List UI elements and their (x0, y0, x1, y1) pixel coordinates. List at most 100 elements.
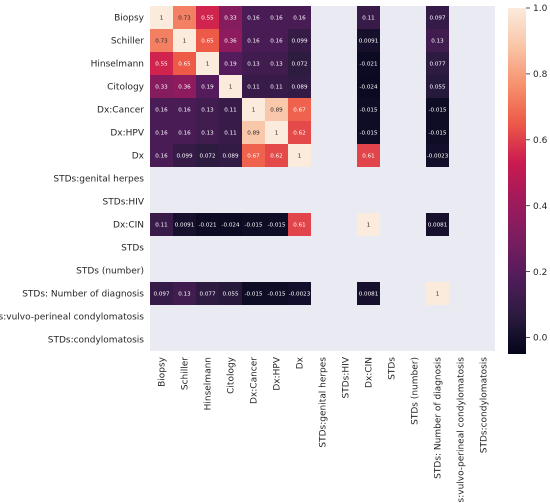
heatmap-cell (219, 6, 242, 29)
heatmap-cell (219, 282, 242, 305)
heatmap-cell (265, 213, 288, 236)
y-tick-label: Biopsy (114, 14, 145, 24)
heatmap-cell (357, 144, 380, 167)
cell-value-label: 1 (229, 85, 233, 91)
heatmap-cell (242, 98, 265, 121)
x-tick-label: STDs:condylomatosis (480, 357, 490, 454)
cell-value-label: 1 (436, 292, 440, 298)
heatmap-cell (196, 29, 219, 52)
cell-value-label: 0.0081 (359, 292, 379, 298)
heatmap-cell (357, 282, 380, 305)
cell-value-label: 0.62 (270, 154, 282, 160)
cell-value-label: 0.0091 (175, 223, 195, 229)
heatmap-cell (150, 75, 173, 98)
cell-value-label: 0.077 (199, 292, 215, 298)
cell-value-label: 0.16 (155, 154, 168, 160)
cell-value-label: -0.015 (359, 131, 377, 137)
cell-value-label: 0.13 (247, 62, 260, 68)
cell-value-label: 0.33 (155, 85, 168, 91)
heatmap-cell (196, 144, 219, 167)
heatmap-cell (288, 75, 311, 98)
cell-value-label: 0.65 (201, 39, 214, 45)
y-tick-label: Dx:CIN (113, 221, 144, 231)
colorbar-tick-label: 0.4 (533, 202, 548, 212)
heatmap-cell (265, 121, 288, 144)
y-tick-label: STDs:condylomatosis (48, 336, 145, 346)
heatmap-cell (242, 121, 265, 144)
y-tick-label: STDs:vulvo-perineal condylomatosis (0, 313, 144, 323)
cell-value-label: 0.16 (247, 16, 260, 22)
cell-value-label: 0.11 (224, 131, 237, 137)
cell-value-label: 0.089 (291, 85, 307, 91)
cell-value-label: -0.015 (267, 223, 285, 229)
cell-value-label: 0.097 (429, 16, 445, 22)
heatmap-cell (150, 121, 173, 144)
heatmap-cell (242, 52, 265, 75)
cell-value-label: 1 (206, 62, 210, 68)
heatmap-cell (173, 121, 196, 144)
heatmap-cell (265, 282, 288, 305)
cell-value-label: 0.33 (224, 16, 237, 22)
heatmap-cell (242, 6, 265, 29)
cell-value-label: -0.015 (244, 223, 262, 229)
heatmap-cell (173, 144, 196, 167)
x-tick-label: Dx:HPV (273, 356, 283, 390)
heatmap-cell (265, 52, 288, 75)
heatmap-cell (219, 144, 242, 167)
cell-value-label: 1 (160, 16, 164, 22)
heatmap-cell (150, 52, 173, 75)
cell-value-label: 0.61 (293, 223, 306, 229)
heatmap-cell (265, 6, 288, 29)
heatmap-cell (173, 282, 196, 305)
heatmap-cell (357, 52, 380, 75)
heatmap-cell (219, 121, 242, 144)
heatmap-cell (288, 52, 311, 75)
heatmap-cell (265, 144, 288, 167)
heatmap-cell (265, 75, 288, 98)
heatmap-cell (357, 29, 380, 52)
heatmap-cell (219, 75, 242, 98)
colorbar (508, 8, 526, 354)
cell-value-label: 0.16 (270, 16, 283, 22)
cell-value-label: -0.021 (198, 223, 216, 229)
heatmap-cell (288, 98, 311, 121)
cell-value-label: 0.55 (201, 16, 214, 22)
cell-value-label: 0.099 (291, 39, 307, 45)
cell-value-label: 0.072 (199, 154, 215, 160)
heatmap-cell (196, 282, 219, 305)
cell-value-label: 1 (252, 108, 256, 114)
cell-value-label: -0.024 (221, 223, 239, 229)
heatmap-cell (265, 29, 288, 52)
x-tick-label: STDs (388, 357, 398, 380)
cell-value-label: 1 (183, 39, 187, 45)
x-axis-tick-labels: Biopsy Schiller Hinselmann Citology Dx:Cance… (158, 356, 490, 503)
cell-value-label: 0.16 (178, 108, 191, 114)
heatmap-cell (357, 98, 380, 121)
heatmap-cell (242, 29, 265, 52)
heatmap-cell (288, 6, 311, 29)
heatmap-cell (265, 98, 288, 121)
y-axis-tick-labels: Biopsy Schiller Hinselmann Citology Dx:Cance… (0, 14, 145, 346)
y-tick-label: STDs (number) (76, 267, 144, 277)
cell-value-label: 0.16 (293, 16, 306, 22)
x-tick-label: Schiller (181, 357, 191, 390)
heatmap-cell (426, 52, 449, 75)
cell-value-label: 0.67 (293, 108, 306, 114)
heatmap-cell (357, 75, 380, 98)
heatmap-cell (219, 98, 242, 121)
heatmap-cell (357, 6, 380, 29)
cell-value-label: 0.73 (155, 39, 168, 45)
colorbar-tick-label: 0.2 (533, 268, 547, 278)
cell-value-label: 0.16 (247, 39, 260, 45)
heatmap-cell (426, 121, 449, 144)
x-tick-label: Dx (296, 356, 306, 369)
y-tick-label: Hinselmann (91, 60, 144, 70)
x-tick-label: Biopsy (158, 356, 168, 387)
x-tick-label: STDs (number) (411, 357, 421, 425)
cell-value-label: -0.015 (428, 131, 446, 137)
cell-value-label: -0.0023 (427, 154, 449, 160)
cell-value-label: 0.55 (155, 62, 168, 68)
x-tick-label: STDs:HIV (342, 356, 352, 398)
